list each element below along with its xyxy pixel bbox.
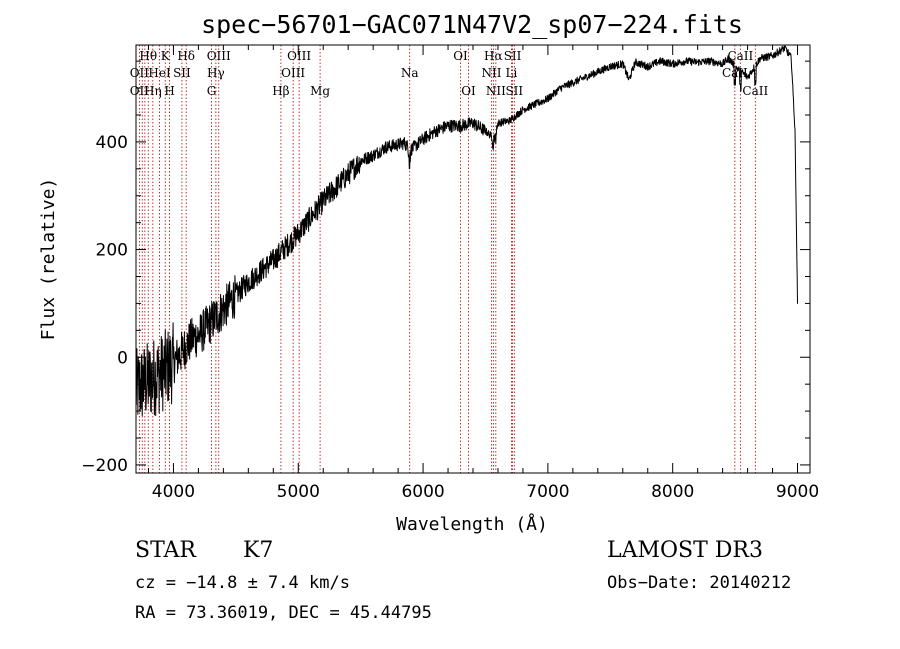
y-axis-label: Flux (relative) <box>38 178 59 341</box>
line-label: OI <box>453 49 468 63</box>
plot-frame <box>135 44 811 474</box>
object-subclass: K7 <box>243 538 274 563</box>
y-tick-label: 0 <box>117 348 128 368</box>
line-label: OII <box>130 84 150 98</box>
line-label: SII <box>505 84 523 98</box>
x-tick-label: 8000 <box>651 482 694 502</box>
line-label: Na <box>401 66 419 80</box>
line-label: OI <box>461 84 476 98</box>
line-label: OIII <box>207 49 231 63</box>
line-label: SII <box>173 66 191 80</box>
x-axis-label: Wavelength (Å) <box>396 513 548 535</box>
line-label: SII <box>504 49 522 63</box>
y-tick-label: 400 <box>96 133 128 153</box>
x-tick-label: 9000 <box>776 482 819 502</box>
y-tick-label: −200 <box>81 456 128 476</box>
line-label: Hθ <box>139 49 157 63</box>
coordinates: RA = 73.36019, DEC = 45.44795 <box>135 603 432 623</box>
observation-date: Obs−Date: 20140212 <box>607 573 792 593</box>
series-layer <box>135 45 798 417</box>
line-label: HeI <box>148 66 171 80</box>
line-label: G <box>207 84 217 98</box>
line-label: Hβ <box>272 84 289 98</box>
axis-ticks: 4000 5000 6000 7000 8000 9000 −200 0 200 400 <box>81 45 819 502</box>
line-label: CaII <box>742 84 768 98</box>
x-tick-label: 7000 <box>526 482 569 502</box>
x-tick-label: 6000 <box>401 482 444 502</box>
line-label: Hγ <box>207 66 225 80</box>
line-label: OII <box>130 66 150 80</box>
x-tick-label: 5000 <box>277 482 320 502</box>
line-label: Mg <box>310 84 330 98</box>
line-label: Hδ <box>177 49 195 63</box>
line-label: CaII <box>727 49 753 63</box>
line-label: NII <box>481 66 501 80</box>
line-label: OIII <box>281 66 305 80</box>
survey-name: LAMOST DR3 <box>607 538 763 563</box>
redshift-velocity: cz = −14.8 ± 7.4 km/s <box>135 573 350 593</box>
y-tick-label: 200 <box>96 241 128 261</box>
line-label: NII <box>486 84 506 98</box>
line-label: Li <box>506 66 518 80</box>
chart-title: spec−56701−GAC071N47V2_sp07−224.fits <box>201 10 743 39</box>
object-class: STAR <box>135 538 196 563</box>
line-label: Hα <box>484 49 503 63</box>
series-line-flux <box>135 45 798 417</box>
line-label: K <box>161 49 171 63</box>
line-label: OIII <box>287 49 311 63</box>
x-tick-label: 4000 <box>152 482 195 502</box>
line-label: H <box>164 84 174 98</box>
line-label: Hη <box>144 84 162 98</box>
